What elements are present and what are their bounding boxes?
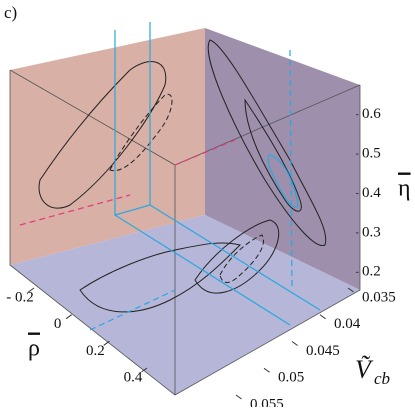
panel-label: c): [4, 3, 17, 22]
x-tick-label: - 0.2: [6, 289, 34, 305]
z-axis-label: η: [398, 176, 411, 202]
tick-mark: [141, 367, 148, 373]
contour: [109, 93, 173, 172]
y-tick-label: 0.045: [306, 343, 340, 359]
tick-mark: [65, 314, 72, 320]
y-tick-label: 0.04: [334, 316, 361, 332]
x-tick-label: 0.2: [86, 343, 105, 359]
x-tick-label: 0.4: [124, 369, 143, 385]
y-tick-label: 0.055: [250, 396, 284, 407]
contour: [38, 61, 167, 209]
z-tick-label: 0.2: [362, 264, 381, 280]
box: [9, 22, 361, 396]
projection-line: [89, 49, 293, 331]
contour: [79, 242, 241, 313]
tick-mark: [319, 314, 326, 320]
right-wall: [205, 28, 360, 290]
x-axis-label: ρ: [28, 336, 40, 362]
y-axis-label: Ṽ: [355, 355, 374, 384]
contour: [267, 154, 299, 208]
z-tick-label: 0.3: [362, 224, 381, 240]
projection-line: [19, 139, 236, 226]
contour: [244, 98, 302, 212]
tick-mark: [28, 287, 35, 293]
left-wall: [10, 28, 205, 265]
contour: [194, 219, 280, 294]
x-tick-label: 0: [54, 316, 62, 332]
z-tick-label: 0.4: [362, 185, 381, 201]
contour: [219, 234, 264, 283]
tick-mark: [103, 340, 110, 346]
y-tick-label: 0.035: [362, 289, 396, 305]
tick-mark: [263, 367, 270, 373]
tick-mark: [291, 341, 298, 346]
tick-mark: [235, 394, 242, 400]
projection-line: [114, 22, 321, 326]
z-tick-label: 0.5: [362, 146, 381, 162]
tick-mark: [347, 287, 354, 293]
y-axis-label-sub: cb: [374, 369, 390, 388]
z-tick-label: 0.6: [362, 106, 381, 122]
contour: [207, 39, 327, 246]
floor: [10, 215, 360, 395]
y-tick-label: 0.05: [278, 370, 304, 386]
